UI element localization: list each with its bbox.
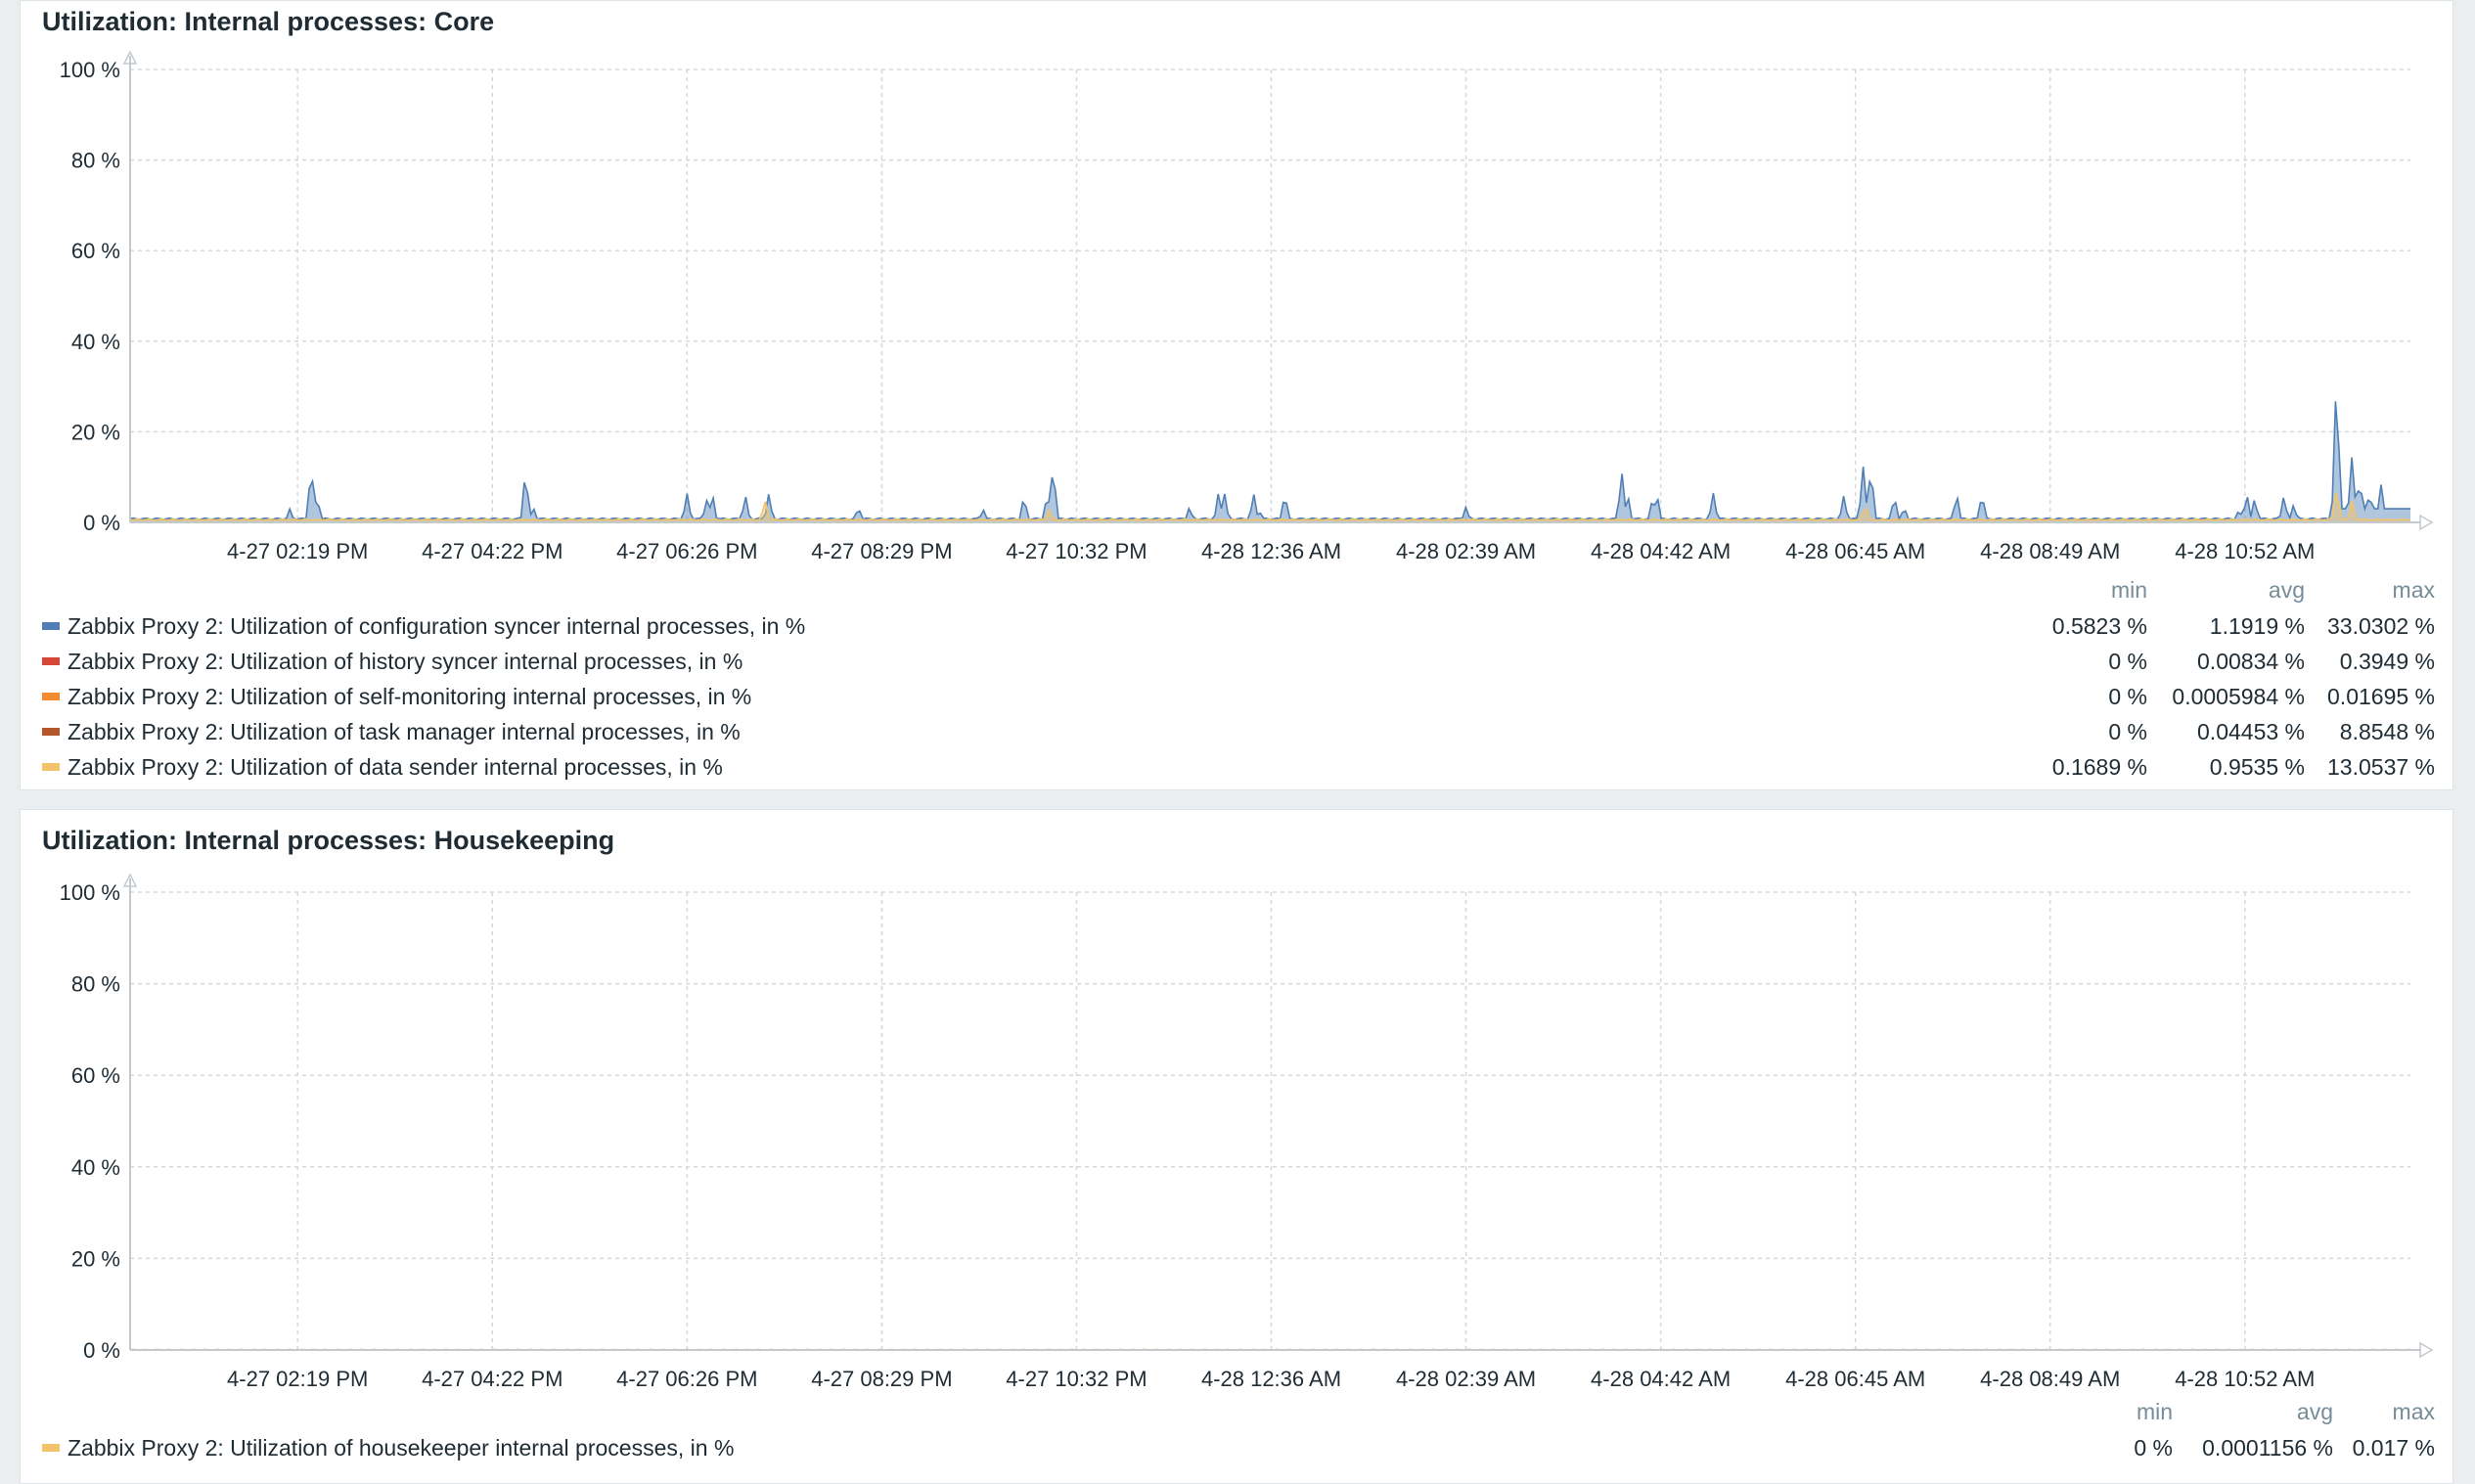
x-tick-label: 4-28 06:45 AM <box>1785 539 1925 563</box>
legend-header: min avg max <box>42 1395 2435 1430</box>
x-tick-label: 4-28 02:39 AM <box>1396 539 1536 563</box>
x-tick-label: 4-28 12:36 AM <box>1201 1367 1341 1391</box>
x-tick-label: 4-28 08:49 AM <box>1980 1367 2120 1391</box>
y-axis-arrow <box>122 50 138 65</box>
legend-avg-value: 0.00834 % <box>2197 649 2305 674</box>
x-axis-arrow <box>2419 1341 2434 1359</box>
core-graph-panel: Utilization: Internal processes: Core 0 … <box>20 0 2453 790</box>
legend-max-value: 33.0302 % <box>2327 613 2435 639</box>
legend-item-data-sender[interactable]: Zabbix Proxy 2: Utilization of data send… <box>42 749 2435 785</box>
legend-avg-value: 0.0005984 % <box>2172 684 2305 709</box>
x-tick-label: 4-28 12:36 AM <box>1201 539 1341 563</box>
x-tick-label: 4-27 08:29 PM <box>811 539 952 563</box>
x-tick-label: 4-27 08:29 PM <box>811 1367 952 1391</box>
legend-max-value: 0.017 % <box>2352 1435 2435 1461</box>
housekeeping-chart: 0 % 20 % 40 % 60 % 80 % 100 % 4-27 02:19 PM 4-2… <box>60 873 2434 1391</box>
legend-avg-value: 0.0001156 % <box>2202 1435 2333 1461</box>
y-tick-label: 60 % <box>71 239 120 263</box>
legend-swatch <box>42 693 60 700</box>
legend-avg-header: avg <box>2268 577 2305 603</box>
legend-max-value: 13.0537 % <box>2327 754 2435 780</box>
legend-min-value: 0 % <box>2108 684 2147 709</box>
y-tick-label: 100 % <box>60 880 120 905</box>
x-tick-label: 4-27 06:26 PM <box>616 1367 757 1391</box>
x-tick-label: 4-27 10:32 PM <box>1006 539 1147 563</box>
core-graph-title: Utilization: Internal processes: Core <box>42 7 495 36</box>
legend-label: Zabbix Proxy 2: Utilization of history s… <box>68 649 743 674</box>
legend-label: Zabbix Proxy 2: Utilization of configura… <box>68 613 806 639</box>
x-tick-label: 4-28 10:52 AM <box>2175 1367 2315 1391</box>
legend-header: min avg max <box>42 573 2435 608</box>
x-tick-label: 4-28 10:52 AM <box>2175 539 2315 563</box>
legend-min-value: 0.5823 % <box>2051 613 2147 639</box>
y-tick-label: 20 % <box>71 420 120 444</box>
legend-max-header: max <box>2392 1399 2435 1424</box>
x-tick-label: 4-27 02:19 PM <box>227 539 368 563</box>
legend-label: Zabbix Proxy 2: Utilization of data send… <box>68 754 723 780</box>
x-tick-label: 4-28 08:49 AM <box>1980 539 2120 563</box>
legend-min-value: 0 % <box>2134 1435 2173 1461</box>
legend-swatch <box>42 1444 60 1452</box>
legend-item-housekeeper[interactable]: Zabbix Proxy 2: Utilization of housekeep… <box>42 1430 2435 1465</box>
y-tick-label: 80 % <box>71 149 120 173</box>
legend-item-self-monitoring[interactable]: Zabbix Proxy 2: Utilization of self-moni… <box>42 679 2435 714</box>
core-legend: min avg max Zabbix Proxy 2: Utilization … <box>42 573 2435 785</box>
legend-min-value: 0.1689 % <box>2051 754 2147 780</box>
x-tick-label: 4-28 06:45 AM <box>1785 1367 1925 1391</box>
x-tick-label: 4-28 04:42 AM <box>1591 1367 1731 1391</box>
legend-swatch <box>42 763 60 771</box>
x-tick-label: 4-27 10:32 PM <box>1006 1367 1147 1391</box>
legend-max-value: 8.8548 % <box>2339 719 2435 744</box>
series-line <box>129 492 2411 521</box>
legend-min-value: 0 % <box>2108 719 2147 744</box>
housekeeping-graph-title: Utilization: Internal processes: Houseke… <box>42 826 615 855</box>
x-tick-label: 4-28 04:42 AM <box>1591 539 1731 563</box>
series-line <box>129 401 2410 522</box>
housekeeping-graph-panel: Utilization: Internal processes: Houseke… <box>20 809 2453 1484</box>
legend-avg-value: 0.04453 % <box>2197 719 2305 744</box>
legend-label: Zabbix Proxy 2: Utilization of housekeep… <box>68 1435 735 1461</box>
y-tick-label: 100 % <box>60 58 120 82</box>
y-tick-label: 0 % <box>83 1338 120 1363</box>
x-tick-label: 4-28 02:39 AM <box>1396 1367 1536 1391</box>
series-area <box>130 401 2410 522</box>
x-axis-arrow <box>2419 514 2434 531</box>
legend-swatch <box>42 622 60 630</box>
legend-item-task-manager[interactable]: Zabbix Proxy 2: Utilization of task mana… <box>42 714 2435 749</box>
legend-avg-value: 0.9535 % <box>2209 754 2305 780</box>
legend-swatch <box>42 657 60 665</box>
legend-min-header: min <box>2136 1399 2173 1424</box>
legend-min-header: min <box>2110 577 2147 603</box>
legend-item-config-syncer[interactable]: Zabbix Proxy 2: Utilization of configura… <box>42 608 2435 644</box>
y-tick-label: 0 % <box>83 511 120 535</box>
x-tick-label: 4-27 04:22 PM <box>422 539 562 563</box>
y-tick-label: 40 % <box>71 330 120 354</box>
y-tick-label: 20 % <box>71 1246 120 1271</box>
legend-max-value: 0.3949 % <box>2339 649 2435 674</box>
legend-max-header: max <box>2392 577 2435 603</box>
x-tick-label: 4-27 02:19 PM <box>227 1367 368 1391</box>
x-tick-label: 4-27 04:22 PM <box>422 1367 562 1391</box>
legend-label: Zabbix Proxy 2: Utilization of task mana… <box>68 719 741 744</box>
legend-swatch <box>42 728 60 736</box>
y-axis-arrow <box>122 873 138 887</box>
y-tick-label: 60 % <box>71 1063 120 1088</box>
core-chart: 0 % 20 % 40 % 60 % 80 % 100 % 4-27 02:19 PM 4-2… <box>60 50 2434 563</box>
x-tick-label: 4-27 06:26 PM <box>616 539 757 563</box>
y-tick-label: 80 % <box>71 972 120 997</box>
legend-avg-header: avg <box>2296 1399 2333 1424</box>
y-tick-label: 40 % <box>71 1155 120 1180</box>
housekeeping-legend: min avg max Zabbix Proxy 2: Utilization … <box>42 1395 2435 1465</box>
legend-avg-value: 1.1919 % <box>2209 613 2305 639</box>
legend-min-value: 0 % <box>2108 649 2147 674</box>
legend-max-value: 0.01695 % <box>2327 684 2435 709</box>
legend-item-history-syncer[interactable]: Zabbix Proxy 2: Utilization of history s… <box>42 644 2435 679</box>
legend-label: Zabbix Proxy 2: Utilization of self-moni… <box>68 684 752 709</box>
